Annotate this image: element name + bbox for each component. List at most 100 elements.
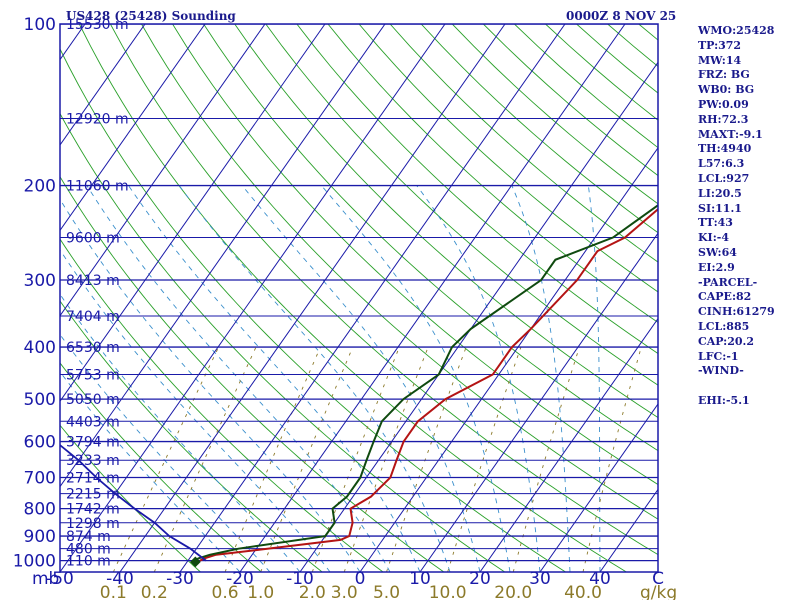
- height-label: 4403 m: [66, 414, 120, 430]
- mixing-ratio-tick-label: 10.0: [429, 583, 467, 600]
- isotherm: [239, 24, 626, 572]
- dry-adiabat: [60, 300, 323, 572]
- temperature-tick-label: 0: [355, 569, 366, 589]
- isotherm: [539, 403, 658, 572]
- chart-series: ◆: [60, 204, 658, 570]
- moist-adiabat: [241, 185, 481, 572]
- isotherm: [60, 24, 206, 232]
- pressure-tick-label: 100: [24, 15, 56, 35]
- temperature-tick-label: -50: [46, 569, 74, 589]
- mixing-ratio-line: [512, 346, 580, 572]
- index-item: CAPE:82: [698, 290, 752, 304]
- height-label: 6530 m: [66, 340, 120, 356]
- moist-adiabat: [60, 249, 331, 572]
- height-label: 3794 m: [66, 435, 120, 451]
- temperature-tick-label: -40: [106, 569, 134, 589]
- index-item: LFC:-1: [698, 349, 739, 363]
- height-label: 480 m: [66, 542, 111, 558]
- moist-adiabat: [60, 198, 361, 572]
- mixing-ratio-line: [582, 346, 642, 572]
- sounding-time: 0000Z 8 NOV 25: [566, 9, 676, 23]
- index-item: LI:20.5: [698, 186, 742, 200]
- dry-adiabat: [60, 424, 201, 572]
- isotherm: [119, 24, 506, 572]
- height-label: 874 m: [66, 529, 111, 545]
- isotherm: [60, 24, 446, 572]
- height-label: 5753 m: [66, 368, 120, 384]
- dry-adiabat: [60, 362, 262, 572]
- isotherm: [60, 24, 146, 146]
- isotherm: [60, 24, 266, 317]
- index-item: MW:14: [698, 53, 742, 67]
- mixing-ratio-line: [447, 346, 522, 572]
- index-item: MAXT:-9.1: [698, 127, 763, 141]
- mixing-ratio-line: [260, 346, 354, 572]
- mixing-ratio-line: [153, 346, 257, 572]
- temperature-tick-label: 40: [589, 569, 611, 589]
- height-label: 8413 m: [66, 273, 120, 289]
- height-label: 2215 m: [66, 487, 120, 503]
- dewpoint-line: [193, 204, 658, 562]
- index-item: -PARCEL-: [698, 275, 758, 289]
- dewpoint-surface-marker: ◆: [190, 554, 201, 570]
- mixing-ratio-line: [224, 346, 321, 572]
- dry-adiabat: [109, 24, 658, 556]
- index-item: TH:4940: [698, 142, 752, 156]
- mixing-ratio-tick-label: 5.0: [373, 583, 400, 600]
- moist-adiabat: [587, 185, 601, 572]
- index-item: EI:2.9: [698, 260, 735, 274]
- stability-indices: WMO:25428 TP:372 MW:14 FRZ: BG WB0: BG PW:0.0…: [698, 24, 775, 409]
- dry-adiabat: [389, 24, 658, 263]
- moist-adiabat: [86, 185, 391, 572]
- height-label: 3233 m: [66, 453, 120, 469]
- dry-adiabat: [60, 238, 384, 572]
- index-item: RH:72.3: [698, 112, 749, 126]
- index-item: LCL:927: [698, 171, 750, 185]
- mixing-ratio-tick-label: 0.1: [100, 583, 127, 600]
- index-item: WB0: BG: [698, 83, 755, 97]
- temperature-tick-label: -10: [286, 569, 314, 589]
- mixing-ratio-line: [112, 346, 220, 572]
- temperature-tick-label: 10: [409, 569, 431, 589]
- height-label: 1298 m: [66, 516, 120, 532]
- pressure-axis-label: mb: [32, 569, 59, 589]
- index-item: WMO:25428: [698, 24, 775, 37]
- index-item: SI:11.1: [698, 201, 742, 215]
- index-item: CAP:20.2: [698, 334, 755, 348]
- moist-adiabat: [128, 185, 421, 572]
- pressure-tick-label: 300: [24, 271, 56, 291]
- moist-adiabat: [321, 185, 511, 572]
- height-label: 5050 m: [66, 392, 120, 408]
- mixing-ratio-unit: g/kg: [640, 583, 677, 600]
- height-label: 1742 m: [66, 502, 120, 518]
- index-item: SW:64: [698, 245, 737, 259]
- height-label: 7404 m: [66, 309, 120, 325]
- index-item: [698, 379, 775, 394]
- mixing-ratio-line: [386, 346, 467, 572]
- dry-adiabat: [60, 112, 505, 572]
- temperature-tick-label: -30: [166, 569, 194, 589]
- temperature-tick-label: 30: [529, 569, 551, 589]
- mixing-ratio-tick-label: 3.0: [331, 583, 358, 600]
- pressure-tick-label: 800: [24, 500, 56, 520]
- dry-adiabat: [60, 47, 566, 572]
- moist-adiabat: [60, 293, 301, 572]
- pressure-tick-label: 600: [24, 433, 56, 453]
- temperature-tick-label: -20: [226, 569, 254, 589]
- dry-adiabat: [296, 24, 658, 355]
- mixing-ratio-line: [311, 346, 400, 572]
- moist-adiabat: [178, 185, 451, 572]
- isotherm: [419, 232, 658, 572]
- pressure-tick-label: 400: [24, 338, 56, 358]
- isotherm: [359, 146, 658, 572]
- parcel-line: [60, 443, 207, 562]
- isotherm: [299, 61, 658, 572]
- height-label: 2714 m: [66, 471, 120, 487]
- index-item: -WIND-: [698, 364, 744, 378]
- index-item: PW:0.09: [698, 97, 749, 111]
- index-item: FRZ: BG: [698, 68, 750, 82]
- height-label: 9600 m: [66, 231, 120, 247]
- pressure-tick-label: 500: [24, 390, 56, 410]
